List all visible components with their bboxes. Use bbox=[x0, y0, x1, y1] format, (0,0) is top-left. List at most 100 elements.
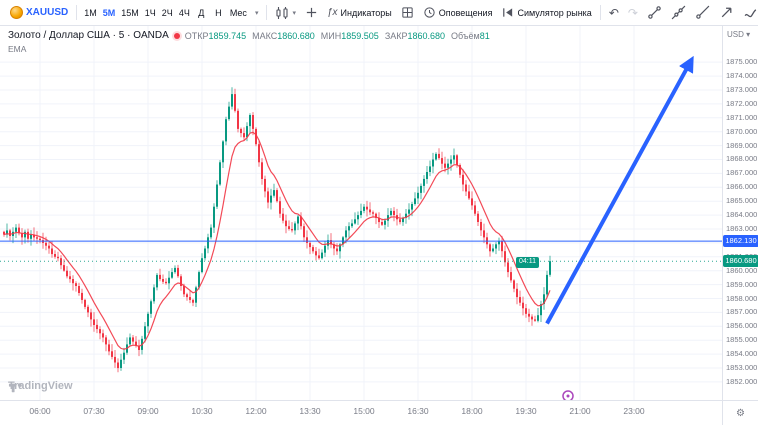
chart-legend: Золото / Доллар США · 5 · OANDA ОТКР1859… bbox=[8, 30, 490, 54]
timeframe-4Ч[interactable]: 4Ч bbox=[176, 3, 193, 23]
price-chart-svg bbox=[0, 26, 722, 400]
price-tick-label: 1852.000 bbox=[726, 376, 758, 386]
timeframe-1М[interactable]: 1М bbox=[81, 3, 100, 23]
arrow-tool-button[interactable] bbox=[715, 2, 738, 23]
brush-tool-button[interactable] bbox=[739, 2, 758, 23]
redo-button[interactable]: ↷ bbox=[624, 2, 642, 23]
time-labels: 06:00 07:30 09:00 10:30 12:00 13:30 15:00 16:30… bbox=[0, 401, 722, 425]
time-tick-label: 13:30 bbox=[299, 406, 321, 416]
time-tick-label: 09:00 bbox=[137, 406, 159, 416]
chart-style-button[interactable]: ▾ bbox=[271, 2, 300, 23]
replay-icon bbox=[503, 8, 513, 17]
price-tick-label: 1875.000 bbox=[726, 57, 758, 67]
chart-canvas[interactable]: Золото / Доллар США · 5 · OANDA ОТКР1859… bbox=[0, 26, 722, 400]
price-tick-label: 1858.000 bbox=[726, 293, 758, 303]
price-tick-label: 1868.000 bbox=[726, 154, 758, 164]
ohlc-values: ОТКР1859.745 МАКС1860.680 МИН1859.505 ЗАКР1… bbox=[185, 31, 490, 41]
ohlc-item: ОТКР1859.745 bbox=[184, 30, 247, 41]
arrow-tool-icon bbox=[721, 7, 732, 18]
drawing-tools-group: Мой bbox=[643, 2, 758, 23]
timeframe-15М[interactable]: 15М bbox=[118, 3, 142, 23]
candlestick-icon bbox=[276, 6, 289, 19]
time-axis-settings[interactable]: ⚙ bbox=[722, 401, 758, 425]
timeframe-5М[interactable]: 5М bbox=[100, 3, 119, 23]
price-tick-label: 1857.000 bbox=[726, 307, 758, 317]
replay-button[interactable]: Симулятор рынка bbox=[497, 2, 595, 23]
time-tick-label: 18:00 bbox=[461, 406, 483, 416]
timeframe-Н[interactable]: Н bbox=[210, 3, 227, 23]
symbol-search-button[interactable]: XAUUSD bbox=[6, 2, 72, 23]
tradingview-logo[interactable]: TradingView bbox=[8, 380, 73, 393]
time-tick-label: 12:00 bbox=[245, 406, 267, 416]
tradingview-logo-icon bbox=[8, 383, 22, 393]
timeframe-2Ч[interactable]: 2Ч bbox=[159, 3, 176, 23]
gold-coin-icon bbox=[10, 6, 23, 19]
time-tick-label: 21:00 bbox=[569, 406, 591, 416]
ohlc-item: МИН1859.505 bbox=[320, 30, 379, 41]
price-tick-label: 1870.000 bbox=[726, 126, 758, 136]
compare-button[interactable] bbox=[301, 2, 322, 23]
time-tick-label: 06:00 bbox=[29, 406, 51, 416]
alert-clock-icon bbox=[424, 7, 435, 18]
last-price-tag: 1860.680 bbox=[723, 255, 758, 268]
time-axis[interactable]: 06:00 07:30 09:00 10:30 12:00 13:30 15:00 16:30… bbox=[0, 400, 758, 425]
tradingview-logo-text: TradingView bbox=[8, 380, 73, 392]
price-tick-label: 1853.000 bbox=[726, 363, 758, 373]
main-area: Золото / Доллар США · 5 · OANDA ОТКР1859… bbox=[0, 26, 758, 400]
indicators-button[interactable]: ƒx Индикаторы bbox=[323, 2, 396, 23]
price-tick-label: 1867.000 bbox=[726, 168, 758, 178]
fx-icon: ƒx bbox=[326, 7, 338, 18]
separator bbox=[266, 5, 268, 20]
redo-icon: ↷ bbox=[627, 5, 638, 20]
alerts-label: Оповещения bbox=[438, 7, 493, 18]
price-tick-label: 1859.000 bbox=[726, 279, 758, 289]
time-tick-label: 16:30 bbox=[407, 406, 429, 416]
replay-label: Симулятор рынка bbox=[517, 7, 592, 18]
trend-arrow-drawing[interactable] bbox=[545, 55, 694, 325]
price-axis[interactable]: USD ▾ 1852.000 1853.000 1854.000 1855.000 18… bbox=[722, 26, 758, 400]
candles bbox=[3, 87, 551, 373]
separator bbox=[76, 5, 78, 20]
extended-line-tool-button[interactable] bbox=[667, 2, 690, 23]
indicator-legend[interactable]: EMA bbox=[8, 44, 27, 54]
separator bbox=[599, 5, 601, 20]
timeframe-Мес[interactable]: Мес bbox=[227, 3, 250, 23]
ema-line[interactable] bbox=[3, 131, 551, 350]
indicators-label: Индикаторы bbox=[340, 7, 392, 18]
time-tick-label: 07:30 bbox=[83, 406, 105, 416]
bar-countdown-label: 04:11 bbox=[516, 257, 539, 268]
indicator-templates-button[interactable] bbox=[397, 2, 418, 23]
templates-grid-icon bbox=[402, 7, 413, 18]
ohlc-item: ЗАКР1860.680 bbox=[384, 30, 446, 41]
timeframe-group: 1М 5М 15М 1Ч 2Ч 4Ч Д Н Мес bbox=[81, 3, 250, 23]
price-tick-label: 1874.000 bbox=[726, 71, 758, 81]
alerts-button[interactable]: Оповещения bbox=[419, 2, 497, 23]
symbol-title[interactable]: Золото / Доллар США · 5 · OANDA bbox=[8, 30, 169, 41]
price-tick-label: 1864.000 bbox=[726, 210, 758, 220]
price-tick-label: 1869.000 bbox=[726, 140, 758, 150]
time-tick-label: 23:00 bbox=[623, 406, 645, 416]
interval-menu-caret[interactable]: ▾ bbox=[251, 2, 263, 23]
price-tick-label: 1873.000 bbox=[726, 84, 758, 94]
trendline-tool-button[interactable] bbox=[643, 2, 666, 23]
axis-currency-label[interactable]: USD ▾ bbox=[727, 30, 751, 39]
time-tick-label: 10:30 bbox=[191, 406, 213, 416]
price-tick-label: 1855.000 bbox=[726, 335, 758, 345]
undo-button[interactable]: ↶ bbox=[605, 2, 623, 23]
ohlc-item: Объём81 bbox=[451, 30, 490, 41]
undo-icon: ↶ bbox=[608, 5, 619, 20]
price-tick-label: 1854.000 bbox=[726, 349, 758, 359]
market-status-icon[interactable] bbox=[173, 32, 180, 39]
event-marker-icon[interactable] bbox=[562, 390, 574, 400]
ray-tool-button[interactable] bbox=[691, 2, 714, 23]
timeframe-Д[interactable]: Д bbox=[193, 3, 210, 23]
trendline-icon bbox=[648, 6, 661, 19]
brush-icon bbox=[744, 9, 757, 18]
price-tick-label: 1865.000 bbox=[726, 196, 758, 206]
timeframe-1Ч[interactable]: 1Ч bbox=[142, 3, 159, 23]
gear-icon: ⚙ bbox=[736, 407, 745, 419]
time-tick-label: 15:00 bbox=[353, 406, 375, 416]
ohlc-item: МАКС1860.680 bbox=[252, 30, 315, 41]
price-tick-label: 1871.000 bbox=[726, 112, 758, 122]
time-tick-label: 19:30 bbox=[515, 406, 537, 416]
